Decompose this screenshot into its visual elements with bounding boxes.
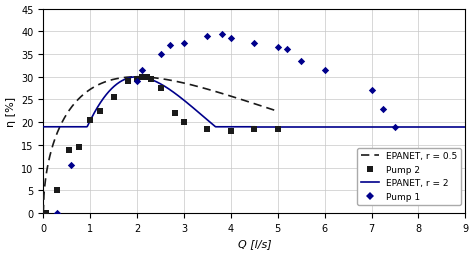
Point	[96, 109, 103, 114]
Y-axis label: η [%]: η [%]	[6, 97, 16, 126]
Point	[75, 146, 82, 150]
Point	[218, 33, 225, 37]
Point	[204, 128, 211, 132]
Point	[391, 125, 399, 129]
Point	[380, 107, 387, 111]
Point	[143, 75, 150, 80]
Point	[54, 189, 61, 193]
Point	[227, 130, 235, 134]
Point	[138, 69, 146, 73]
Point	[298, 60, 305, 64]
Point	[110, 96, 118, 100]
Point	[227, 37, 235, 41]
X-axis label: Q [l/s]: Q [l/s]	[237, 239, 271, 248]
Point	[274, 128, 282, 132]
Point	[54, 211, 61, 215]
Point	[157, 87, 164, 91]
Point	[86, 118, 94, 122]
Point	[65, 148, 73, 152]
Point	[124, 80, 132, 84]
Point	[251, 41, 258, 45]
Point	[133, 78, 141, 82]
Point	[204, 35, 211, 39]
Point	[251, 128, 258, 132]
Point	[180, 121, 188, 125]
Point	[274, 46, 282, 50]
Point	[321, 69, 328, 73]
Point	[68, 164, 75, 168]
Point	[42, 211, 49, 215]
Legend: EPANET, r = 0.5, Pump 2, EPANET, r = 2, Pump 1: EPANET, r = 0.5, Pump 2, EPANET, r = 2, …	[357, 148, 461, 205]
Point	[171, 112, 178, 116]
Point	[157, 53, 164, 57]
Point	[147, 78, 155, 82]
Point	[180, 41, 188, 45]
Point	[283, 48, 291, 52]
Point	[166, 44, 174, 48]
Point	[138, 75, 146, 80]
Point	[368, 89, 375, 93]
Point	[133, 80, 141, 84]
